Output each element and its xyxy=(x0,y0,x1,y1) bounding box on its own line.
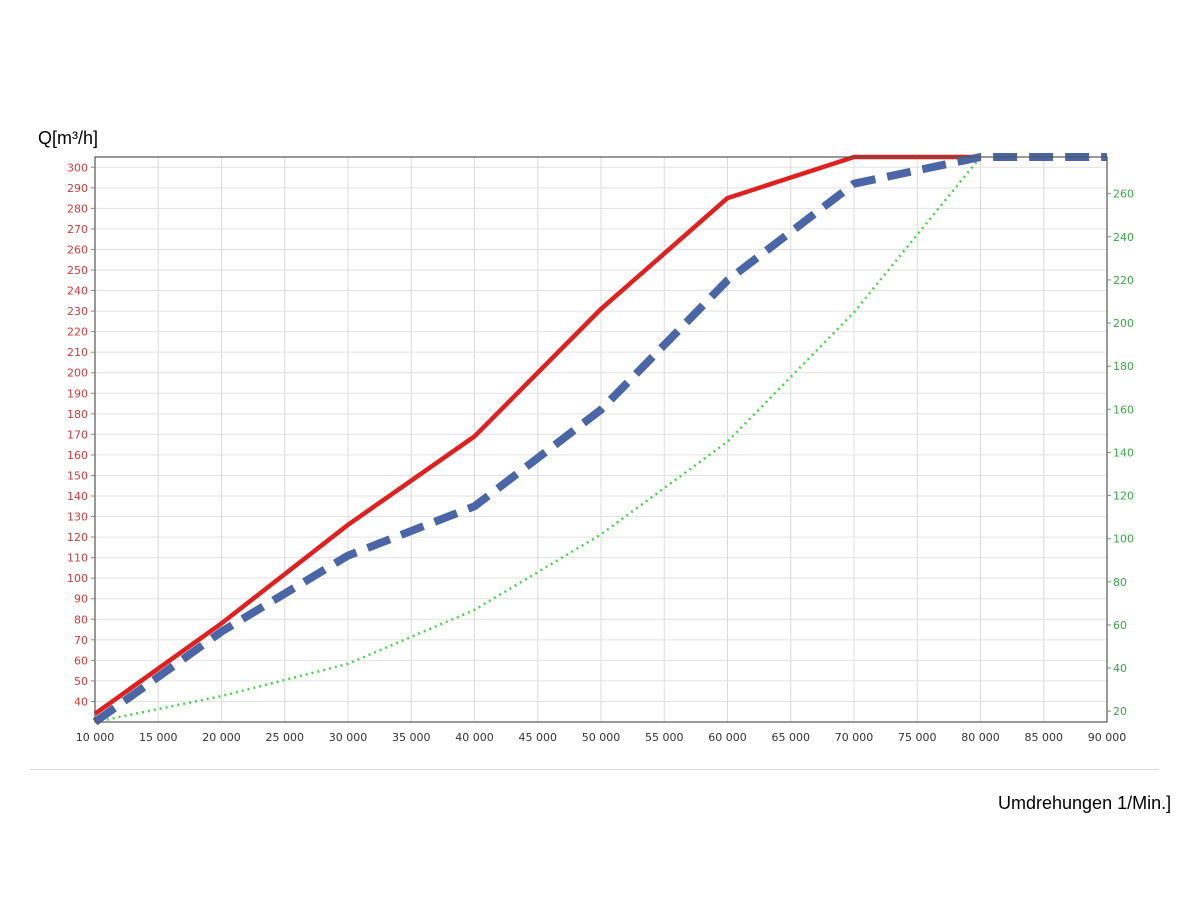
series-layer xyxy=(92,153,1107,726)
x-tick-label: 40 000 xyxy=(455,731,494,744)
series-line-solid xyxy=(93,154,981,716)
left-tick-label: 180 xyxy=(67,408,88,421)
left-tick-label: 300 xyxy=(67,161,88,174)
x-tick-label: 70 000 xyxy=(835,731,874,744)
x-tick-label: 35 000 xyxy=(392,731,431,744)
x-tick-label: 80 000 xyxy=(961,731,1000,744)
x-tick-label: 50 000 xyxy=(582,731,621,744)
left-tick-label: 100 xyxy=(67,572,88,585)
left-tick-label: 230 xyxy=(67,305,88,318)
ticks: 10 000 15 000 20 000 25 000 30 000 35 000 40 0… xyxy=(67,161,1134,744)
left-tick-label: 70 xyxy=(74,634,88,647)
left-tick-label: 120 xyxy=(67,531,88,544)
left-tick-label: 50 xyxy=(74,675,88,688)
x-tick-label: 15 000 xyxy=(139,731,178,744)
x-tick-label: 45 000 xyxy=(519,731,558,744)
left-tick-label: 280 xyxy=(67,202,88,215)
left-tick-label: 40 xyxy=(74,695,88,708)
left-tick-label: 200 xyxy=(67,367,88,380)
right-tick-label: 240 xyxy=(1113,231,1134,244)
divider xyxy=(30,769,1159,770)
plot-frame xyxy=(94,156,1108,723)
x-tick-label: 75 000 xyxy=(898,731,937,744)
left-tick-label: 80 xyxy=(74,613,88,626)
series-line-dashed xyxy=(92,153,1107,726)
x-axis-label: Umdrehungen 1/Min.] xyxy=(998,793,1172,813)
left-tick-label: 130 xyxy=(67,511,88,524)
right-tick-label: 160 xyxy=(1113,403,1134,416)
left-tick-label: 260 xyxy=(67,243,88,256)
left-tick-label: 170 xyxy=(67,428,88,441)
right-tick-label: 260 xyxy=(1113,188,1134,201)
left-tick-label: 160 xyxy=(67,449,88,462)
right-tick-label: 200 xyxy=(1113,317,1134,330)
x-tick-label: 10 000 xyxy=(76,731,115,744)
x-tick-label: 65 000 xyxy=(772,731,811,744)
right-tick-label: 100 xyxy=(1113,533,1134,546)
series-line-dotted xyxy=(94,156,982,724)
x-tick-label: 55 000 xyxy=(645,731,684,744)
x-tick-label: 60 000 xyxy=(708,731,747,744)
left-tick-label: 140 xyxy=(67,490,88,503)
left-tick-label: 110 xyxy=(67,552,88,565)
left-tick-label: 190 xyxy=(67,387,88,400)
right-tick-label: 220 xyxy=(1113,274,1134,287)
x-tick-label: 20 000 xyxy=(202,731,241,744)
left-tick-label: 220 xyxy=(67,326,88,339)
right-tick-label: 80 xyxy=(1113,576,1127,589)
y-axis-label: Q[m³/h] xyxy=(38,128,99,148)
right-tick-label: 20 xyxy=(1113,705,1127,718)
left-tick-label: 210 xyxy=(67,346,88,359)
right-tick-label: 60 xyxy=(1113,619,1127,632)
x-tick-label: 85 000 xyxy=(1025,731,1064,744)
x-tick-label: 90 000 xyxy=(1088,731,1127,744)
x-tick-label: 25 000 xyxy=(266,731,305,744)
left-tick-label: 150 xyxy=(67,469,88,482)
left-tick-label: 290 xyxy=(67,182,88,195)
right-tick-label: 180 xyxy=(1113,360,1134,373)
left-tick-label: 60 xyxy=(74,654,88,667)
left-tick-label: 240 xyxy=(67,285,88,298)
right-tick-label: 120 xyxy=(1113,490,1134,503)
right-tick-label: 40 xyxy=(1113,662,1127,675)
left-tick-label: 250 xyxy=(67,264,88,277)
left-tick-label: 270 xyxy=(67,223,88,236)
x-tick-label: 30 000 xyxy=(329,731,368,744)
right-tick-label: 140 xyxy=(1113,446,1134,459)
left-tick-label: 90 xyxy=(74,593,88,606)
